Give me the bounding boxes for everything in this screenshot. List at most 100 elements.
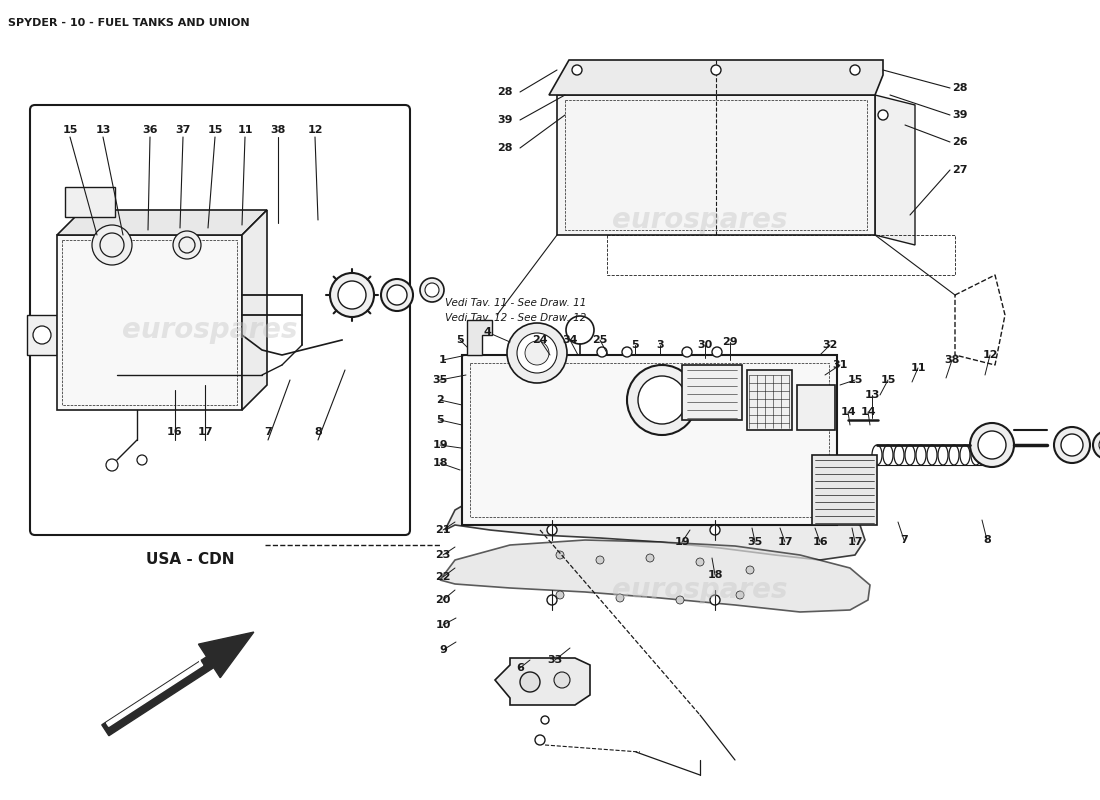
Text: 21: 21 [436,525,451,535]
Text: 17: 17 [778,537,793,547]
Text: 16: 16 [167,427,183,437]
Circle shape [572,65,582,75]
Circle shape [556,591,564,599]
Text: 27: 27 [953,165,968,175]
Circle shape [547,595,557,605]
Bar [57,235,242,410]
Circle shape [547,525,557,535]
Text: 14: 14 [840,407,856,417]
Text: 25: 25 [592,335,607,345]
Text: 18: 18 [707,570,723,580]
Text: eurospares: eurospares [122,316,298,344]
Circle shape [627,365,697,435]
Text: 26: 26 [953,137,968,147]
Circle shape [517,333,557,373]
Text: 31: 31 [833,360,848,370]
Text: USA - CDN: USA - CDN [145,552,234,567]
Circle shape [736,591,744,599]
Text: 19: 19 [432,440,448,450]
Text: 23: 23 [436,550,451,560]
Polygon shape [107,657,202,726]
Text: eurospares: eurospares [613,206,788,234]
Text: Vedi Tav. 11 - See Draw. 11: Vedi Tav. 11 - See Draw. 11 [446,298,586,308]
Circle shape [1054,427,1090,463]
Circle shape [646,554,654,562]
Text: 30: 30 [697,340,713,350]
Text: 10: 10 [436,620,451,630]
Text: 34: 34 [562,335,578,345]
Polygon shape [242,210,267,410]
Bar [812,455,877,525]
Bar [62,240,236,405]
Text: 1: 1 [439,355,447,365]
Circle shape [710,525,720,535]
Text: 39: 39 [497,115,513,125]
Text: 11: 11 [238,125,253,135]
Bar [65,187,116,217]
Circle shape [711,65,720,75]
Text: 22: 22 [436,572,451,582]
Circle shape [173,231,201,259]
Circle shape [970,423,1014,467]
Text: 24: 24 [532,335,548,345]
Circle shape [179,237,195,253]
Text: 7: 7 [900,535,908,545]
Text: Vedi Tav. 12 - See Draw. 12: Vedi Tav. 12 - See Draw. 12 [446,313,586,323]
Circle shape [638,376,686,424]
Text: 8: 8 [315,427,322,437]
Circle shape [387,285,407,305]
Text: 18: 18 [432,458,448,468]
Text: 2: 2 [436,395,444,405]
Text: 5: 5 [437,415,443,425]
Text: 37: 37 [175,125,190,135]
Circle shape [710,595,720,605]
Text: 15: 15 [847,375,862,385]
Circle shape [1062,434,1084,456]
Polygon shape [102,632,254,736]
Text: 28: 28 [497,87,513,97]
Polygon shape [57,210,267,235]
Circle shape [554,672,570,688]
Circle shape [556,551,564,559]
Circle shape [338,281,366,309]
Bar [470,363,829,517]
Bar [798,385,835,430]
Text: SPYDER - 10 - FUEL TANKS AND UNION: SPYDER - 10 - FUEL TANKS AND UNION [8,18,250,28]
Circle shape [597,347,607,357]
Text: 28: 28 [497,143,513,153]
Circle shape [978,431,1006,459]
Polygon shape [468,320,492,355]
Circle shape [138,455,147,465]
Text: 38: 38 [944,355,959,365]
Polygon shape [874,95,915,245]
Circle shape [330,273,374,317]
Text: 7: 7 [264,427,272,437]
Circle shape [92,225,132,265]
Circle shape [682,347,692,357]
Text: 13: 13 [96,125,111,135]
Text: 29: 29 [723,337,738,347]
Circle shape [1093,431,1100,459]
Text: 14: 14 [860,407,876,417]
Circle shape [425,283,439,297]
Text: 12: 12 [307,125,322,135]
Text: 9: 9 [439,645,447,655]
Circle shape [616,594,624,602]
Text: eurospares: eurospares [613,576,788,604]
Text: 17: 17 [847,537,862,547]
Circle shape [381,279,412,311]
Circle shape [746,566,754,574]
Text: 35: 35 [432,375,448,385]
FancyBboxPatch shape [30,105,410,535]
Text: 13: 13 [865,390,880,400]
Bar [462,355,837,525]
Circle shape [520,672,540,692]
Circle shape [676,596,684,604]
Circle shape [100,233,124,257]
Polygon shape [28,315,57,355]
Circle shape [596,556,604,564]
Circle shape [712,347,722,357]
Text: 16: 16 [812,537,828,547]
Circle shape [696,558,704,566]
Text: 36: 36 [142,125,157,135]
